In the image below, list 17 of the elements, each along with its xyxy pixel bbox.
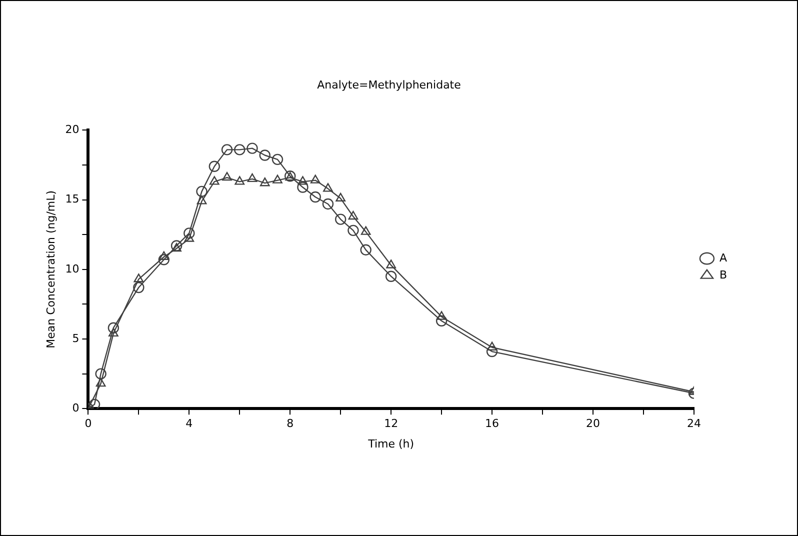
legend-label: A [719,251,728,264]
y-tick-label: 5 [72,332,80,345]
x-tick-label: 8 [286,417,294,430]
y-tick-label: 15 [65,192,80,206]
x-tick-label: 16 [485,417,500,430]
x-tick-label: 12 [384,417,398,430]
x-tick-label: 0 [84,417,92,430]
y-axis-title: Mean Concentration (ng/mL) [44,190,58,348]
x-tick-label: 20 [586,417,600,430]
x-axis-title: Time (h) [367,437,414,450]
x-tick-label: 24 [686,417,701,430]
x-tick-label: 4 [186,417,193,430]
chart-title: Analyte=Methylphenidate [317,78,462,92]
y-tick-label: 10 [65,262,80,276]
y-tick-label: 0 [72,401,80,414]
y-tick-label: 20 [65,123,80,136]
legend-label: B [719,268,727,282]
